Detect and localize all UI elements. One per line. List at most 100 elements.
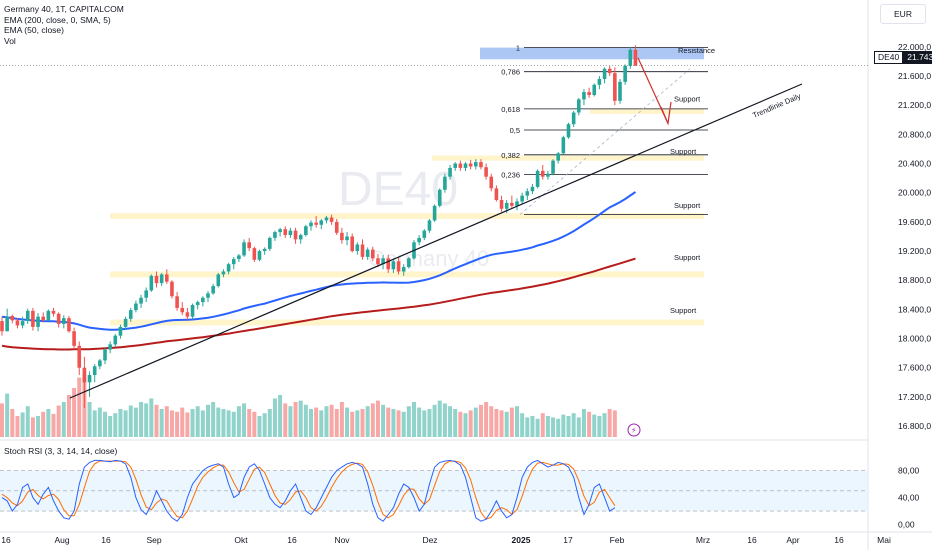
candle-body[interactable] [36, 316, 40, 327]
ema200-label[interactable]: EMA (200, close, 0, SMA, 5) [4, 14, 111, 25]
candle-body[interactable] [20, 321, 25, 326]
candle-body[interactable] [489, 176, 494, 189]
candle-body[interactable] [154, 275, 159, 284]
candle-body[interactable] [463, 163, 468, 168]
candle-body[interactable] [618, 81, 622, 101]
candle-body[interactable] [237, 255, 241, 260]
candle-body[interactable] [571, 112, 576, 125]
candle-body[interactable] [51, 310, 56, 314]
candle-body[interactable] [87, 375, 92, 383]
currency-button[interactable]: EUR [880, 4, 926, 24]
stoch-rsi-label[interactable]: Stoch RSI (3, 3, 14, 14, close) [4, 446, 118, 456]
candle-body[interactable] [504, 202, 509, 209]
candle-body[interactable] [283, 229, 288, 236]
candle-body[interactable] [144, 290, 148, 298]
candle-body[interactable] [242, 242, 246, 256]
candle-body[interactable] [453, 163, 457, 168]
lightning-icon[interactable] [627, 423, 641, 437]
candle-body[interactable] [499, 200, 504, 209]
candle-body[interactable] [427, 220, 432, 231]
candle-body[interactable] [231, 259, 236, 265]
support-zone-2[interactable] [110, 271, 704, 278]
candle-body[interactable] [252, 248, 257, 260]
candle-body[interactable] [123, 318, 128, 327]
candle-body[interactable] [46, 310, 51, 321]
candle-body[interactable] [77, 345, 82, 368]
candle-body[interactable] [422, 230, 427, 238]
candle-body[interactable] [170, 281, 174, 297]
candle-body[interactable] [546, 173, 550, 177]
candle-body[interactable] [314, 222, 318, 225]
candle-body[interactable] [5, 316, 9, 332]
candle-body[interactable] [211, 286, 215, 294]
candle-body[interactable] [417, 237, 421, 243]
candle-body[interactable] [484, 167, 488, 177]
candle-body[interactable] [273, 232, 277, 238]
symbol-title[interactable]: Germany 40, 1T, CAPITALCOM [4, 4, 124, 14]
candle-body[interactable] [108, 344, 112, 350]
candle-body[interactable] [510, 202, 514, 206]
candle-body[interactable] [391, 261, 396, 270]
candle-body[interactable] [437, 189, 442, 206]
candle-body[interactable] [494, 188, 499, 201]
candle-body[interactable] [62, 318, 66, 324]
support-zone-3[interactable] [110, 319, 704, 326]
candle-body[interactable] [535, 170, 540, 187]
support-zone-4[interactable] [432, 155, 704, 161]
candle-body[interactable] [443, 176, 447, 190]
candle-body[interactable] [376, 258, 380, 265]
candle-body[interactable] [407, 258, 411, 268]
candle-body[interactable] [520, 195, 524, 202]
candle-body[interactable] [293, 230, 298, 240]
candle-body[interactable] [365, 249, 370, 257]
candle-body[interactable] [623, 65, 627, 82]
candle-body[interactable] [201, 297, 205, 303]
candle-body[interactable] [56, 313, 61, 324]
candle-body[interactable] [582, 92, 586, 100]
support-zone-5[interactable] [590, 108, 704, 114]
candle-body[interactable] [633, 49, 638, 66]
candle-body[interactable] [257, 251, 262, 260]
candle-body[interactable] [602, 68, 607, 79]
candle-body[interactable] [340, 232, 344, 241]
candle-body[interactable] [355, 244, 360, 252]
candle-body[interactable] [597, 78, 602, 85]
candle-body[interactable] [479, 162, 483, 168]
candle-body[interactable] [556, 153, 560, 161]
candle-body[interactable] [72, 331, 76, 346]
candle-body[interactable] [304, 226, 308, 236]
candle-body[interactable] [82, 367, 87, 383]
candle-body[interactable] [561, 137, 566, 154]
candle-body[interactable] [103, 349, 107, 361]
candle-body[interactable] [175, 296, 179, 308]
candle-body[interactable] [458, 163, 463, 168]
candle-body[interactable] [10, 315, 15, 321]
ema50-label[interactable]: EMA (50, close) [4, 25, 64, 35]
candle-body[interactable] [15, 320, 20, 326]
candle-body[interactable] [118, 326, 123, 336]
candle-body[interactable] [386, 258, 391, 270]
candle-body[interactable] [515, 201, 519, 206]
candle-body[interactable] [577, 99, 581, 113]
candle-body[interactable] [345, 236, 349, 241]
candle-body[interactable] [25, 310, 30, 322]
candle-body[interactable] [525, 191, 530, 196]
candle-body[interactable] [401, 267, 406, 272]
candle-body[interactable] [41, 316, 45, 321]
candle-body[interactable] [31, 310, 35, 327]
volume-label[interactable]: Vol [4, 35, 16, 46]
candle-body[interactable] [350, 236, 354, 252]
candle-body[interactable] [185, 312, 190, 317]
candle-body[interactable] [309, 222, 313, 227]
candle-body[interactable] [324, 217, 329, 221]
candle-body[interactable] [371, 249, 375, 259]
candle-body[interactable] [159, 274, 164, 284]
candle-body[interactable] [540, 170, 545, 177]
candle-body[interactable] [360, 244, 365, 257]
candle-body[interactable] [180, 307, 185, 313]
candle-body[interactable] [468, 163, 473, 167]
candle-body[interactable] [92, 366, 97, 376]
candle-body[interactable] [216, 274, 221, 287]
candle-body[interactable] [226, 264, 231, 272]
